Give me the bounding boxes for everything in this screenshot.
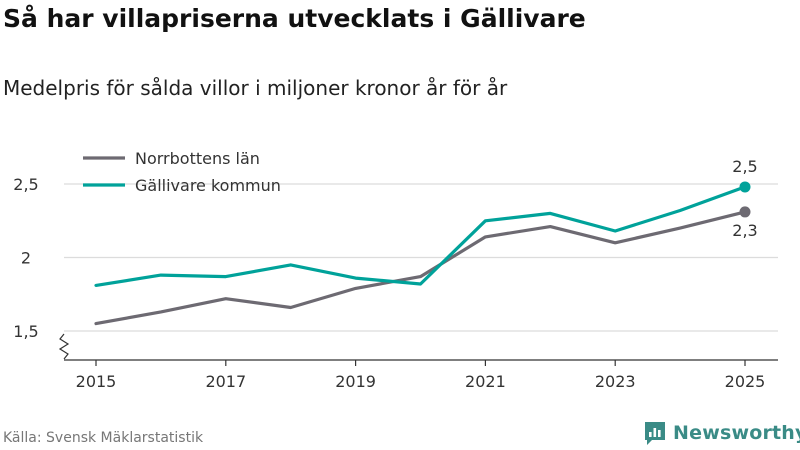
series-end-label-0: 2,3 <box>732 221 757 240</box>
y-tick-label: 2 <box>21 249 31 268</box>
legend-label-1: Gällivare kommun <box>135 176 281 195</box>
line-chart: 1,5 2 2,5 2015 2017 2019 2021 2023 2025 2,3 2,5 Nor… <box>13 149 778 391</box>
series-line-0 <box>94 210 747 326</box>
brand-name: Newsworthy <box>673 422 800 444</box>
series-end-marker-1 <box>739 181 751 193</box>
legend-label-0: Norrbottens län <box>135 149 260 168</box>
series-end-label-1: 2,5 <box>732 157 757 176</box>
y-tick-label: 2,5 <box>13 175 38 194</box>
x-tick-label: 2025 <box>725 372 766 391</box>
y-tick-label: 1,5 <box>13 322 38 341</box>
series-line-1 <box>94 185 747 287</box>
x-tick-label: 2019 <box>335 372 376 391</box>
newsworthy-logo-icon <box>645 422 665 445</box>
axis-break-icon <box>58 333 70 360</box>
x-tick-label: 2021 <box>465 372 506 391</box>
x-tick-label: 2017 <box>205 372 246 391</box>
x-tick-label: 2023 <box>595 372 636 391</box>
source-note: Källa: Svensk Mäklarstatistik <box>3 430 204 446</box>
chart-title: Så har villapriserna utvecklats i Gälliv… <box>3 4 586 33</box>
brand-logo[interactable]: Newsworthy <box>643 420 800 446</box>
series-end-marker-0 <box>739 206 751 218</box>
x-tick-label: 2015 <box>76 372 117 391</box>
chart-subtitle: Medelpris för sålda villor i miljoner kr… <box>3 76 508 100</box>
